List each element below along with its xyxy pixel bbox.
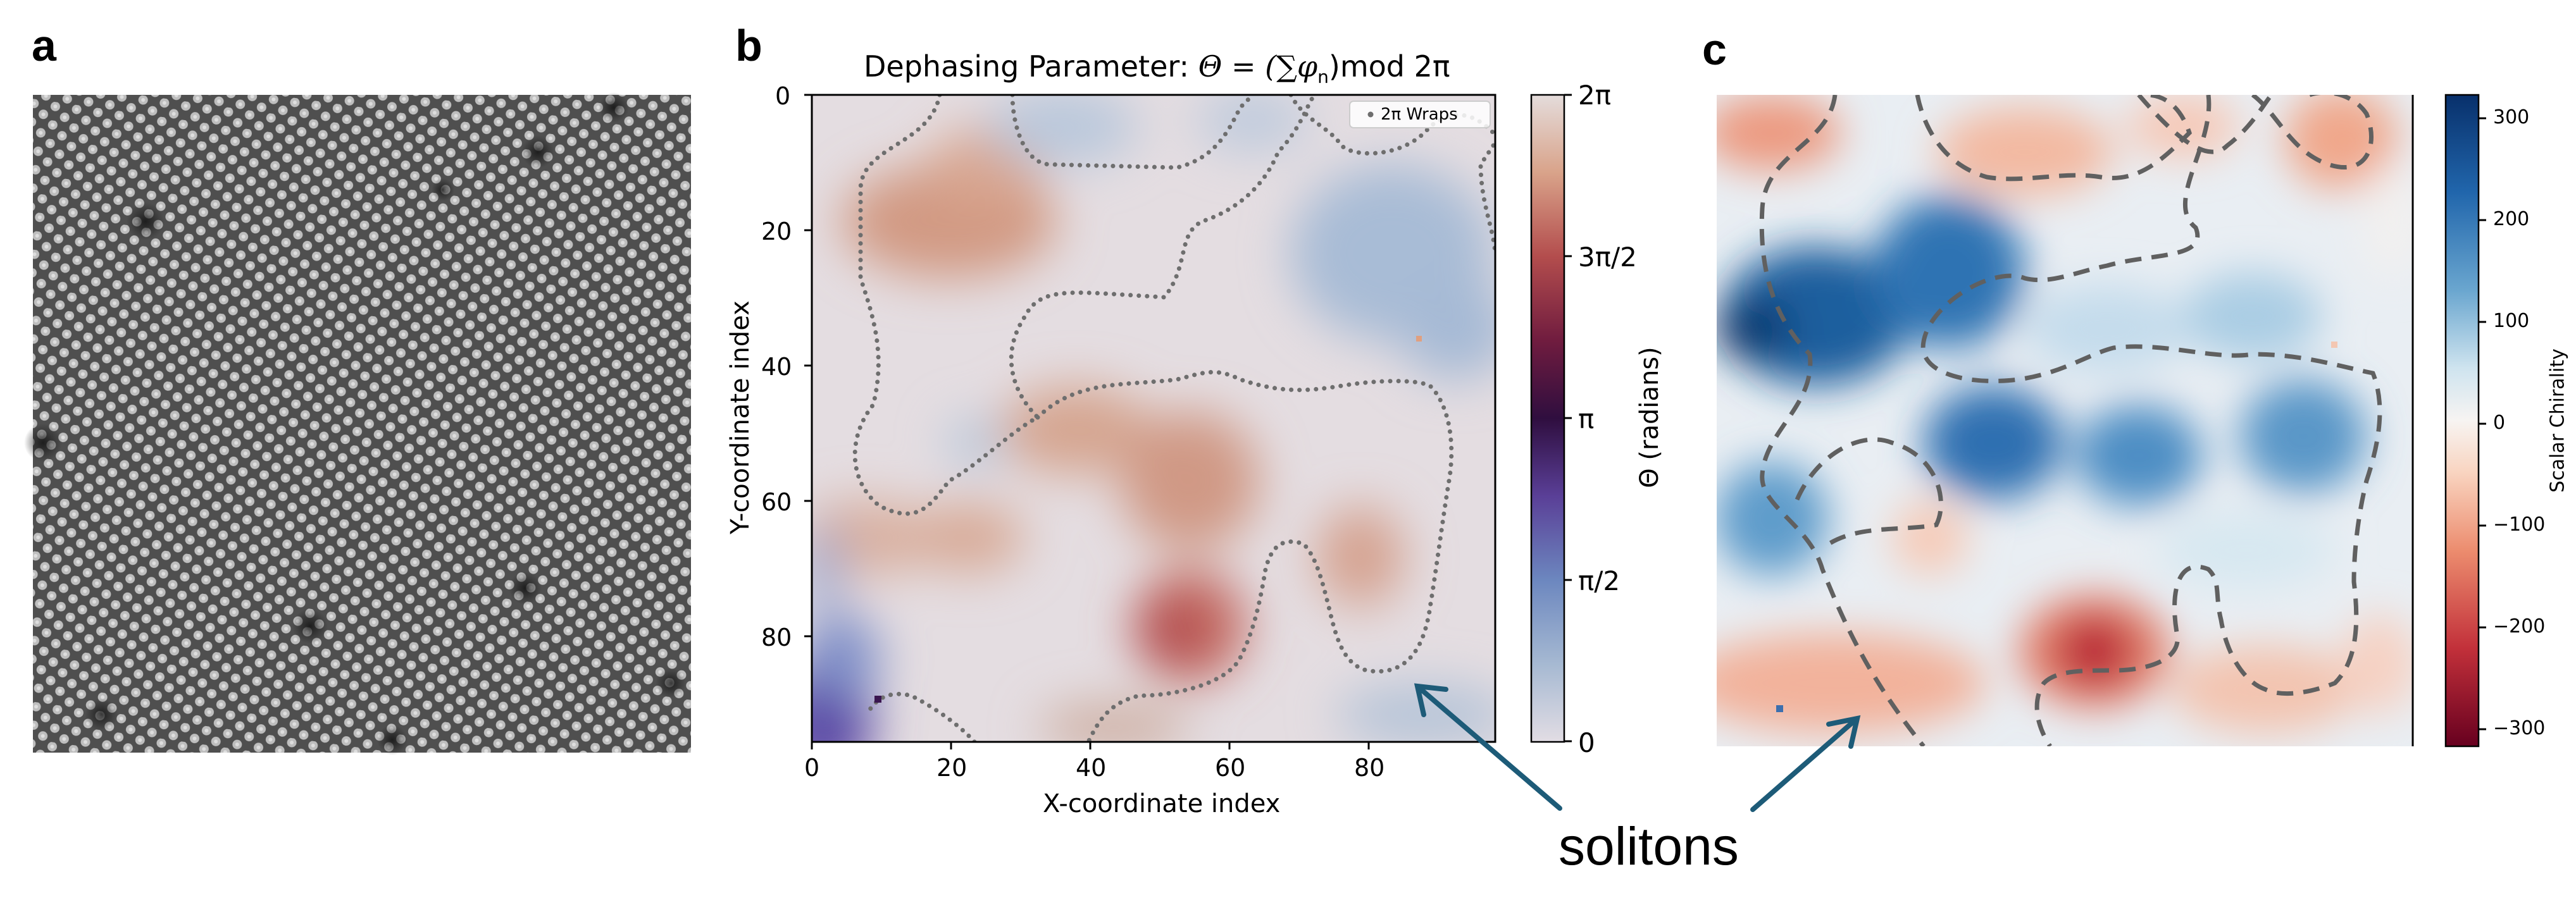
chirality-tick: 200 bbox=[2493, 208, 2530, 230]
y-tick: 80 bbox=[761, 624, 792, 651]
chirality-tick: −300 bbox=[2493, 717, 2546, 739]
soliton-contours bbox=[1759, 95, 2382, 746]
panel-b-title-prefix: Dephasing Parameter: bbox=[864, 49, 1198, 83]
panel-b-title-formula: Θ = (∑φ bbox=[1198, 49, 1318, 83]
colorbar-tick: 2π bbox=[1578, 80, 1612, 111]
y-tick: 20 bbox=[761, 218, 792, 245]
legend-label: 2π Wraps bbox=[1381, 105, 1458, 124]
panel-b-colorbar-ticks bbox=[1564, 94, 1572, 743]
panel-b-title-suffix: )mod 2π bbox=[1328, 49, 1450, 83]
legend-box bbox=[1349, 101, 1491, 128]
chirality-tick: 0 bbox=[2493, 412, 2506, 434]
panel-b-ticks bbox=[804, 94, 1370, 749]
solitons-annotation: solitons bbox=[1559, 816, 1739, 876]
panel-label-c: c bbox=[1702, 25, 1727, 74]
x-tick: 40 bbox=[1076, 754, 1107, 782]
x-tick: 80 bbox=[1354, 754, 1385, 782]
chirality-tick: −100 bbox=[2493, 514, 2546, 536]
panel-b-colorbar bbox=[1530, 94, 1565, 743]
x-tick: 20 bbox=[936, 754, 968, 782]
panel-b-title: Dephasing Parameter: Θ = (∑φn)mod 2π bbox=[864, 49, 1450, 87]
colorbar-label: Θ (radians) bbox=[1635, 347, 1664, 488]
panel-label-a: a bbox=[32, 21, 56, 70]
chirality-tick: 100 bbox=[2493, 310, 2530, 332]
x-tick: 0 bbox=[804, 754, 820, 782]
panel-b-frame bbox=[811, 94, 1496, 743]
x-axis-label: X-coordinate index bbox=[1043, 789, 1281, 818]
panel-c-heatmap bbox=[1717, 95, 2413, 746]
colorbar-tick: 0 bbox=[1578, 727, 1595, 758]
chirality-label: Scalar Chirality bbox=[2546, 348, 2569, 493]
soliton-arrows bbox=[1414, 683, 1861, 812]
y-axis-label: Y-coordinate index bbox=[726, 300, 755, 534]
colorbar-tick: 3π/2 bbox=[1578, 242, 1637, 273]
panel-b-heatmap bbox=[812, 95, 1495, 742]
chirality-tick: −200 bbox=[2493, 615, 2546, 638]
panel-a-micrograph bbox=[24, 92, 691, 755]
x-tick: 60 bbox=[1215, 754, 1246, 782]
chirality-tick: 300 bbox=[2493, 106, 2530, 128]
colorbar-tick: π bbox=[1578, 404, 1595, 434]
y-tick: 40 bbox=[761, 353, 792, 381]
panel-label-b: b bbox=[735, 21, 762, 70]
y-tick: 60 bbox=[761, 488, 792, 516]
panel-b-title-sub: n bbox=[1317, 66, 1329, 88]
panel-c-colorbar-ticks bbox=[2479, 117, 2486, 730]
colorbar-tick: π/2 bbox=[1578, 565, 1621, 596]
panel-c-colorbar bbox=[2444, 94, 2480, 748]
y-tick: 0 bbox=[775, 82, 791, 110]
